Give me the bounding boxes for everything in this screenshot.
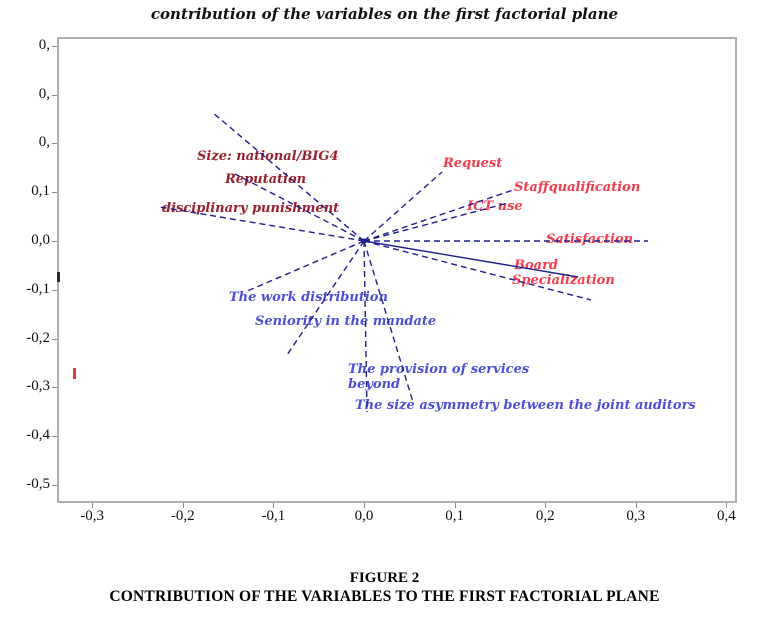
vector-label-specialization: Specialization [512,273,615,288]
vector-label-request: Request [443,156,503,171]
x-tick-label-0,4: 0,4 [717,508,736,524]
x-tick-label--0,2: -0,2 [170,508,195,524]
x-axis-tick-0,3 [635,503,637,508]
y-axis-tick-8 [52,436,57,438]
x-axis-tick--0,1 [273,503,275,508]
y-tick-label-1: 0, [38,85,50,102]
x-axis-tick-0,4 [726,503,728,508]
y-tick-label-2: 0, [38,134,50,151]
y-tick-label-9: -0,5 [26,476,50,493]
y-axis-tick-5 [52,289,57,291]
clipped-red-mark [73,368,76,379]
y-axis-tick-3 [52,192,57,194]
y-axis-tick-1 [52,94,57,96]
vector-label-satisfaction: Satisfaction [546,232,634,247]
vector-label-reputation: Reputation [225,172,307,187]
figure-number: FIGURE 2 [349,570,420,586]
y-axis-tick-0 [52,45,57,47]
vector-label-size-asymmetry: The size asymmetry between the joint aud… [355,398,696,413]
x-tick-label-0,0: 0,0 [354,508,374,524]
x-tick-label--0,1: -0,1 [261,508,286,524]
figure-caption: CONTRIBUTION OF THE VARIABLES TO THE FIR… [109,588,660,605]
x-tick-label-0,2: 0,2 [535,508,555,524]
y-axis-tick-6 [52,338,57,340]
x-axis-tick-0,2 [545,503,547,508]
vector-label-staff-qualification: Staffqualification [514,180,641,195]
x-axis-tick--0,3 [92,503,94,508]
vector-label-provision-services: The provision of services beyond [348,362,530,392]
y-axis-tick-2 [52,143,57,145]
vector-label-ict-use: ICT use [467,199,523,214]
y-axis-tick-4 [52,241,57,242]
y-axis-tick-7 [52,387,57,389]
y-tick-label-5: -0,1 [26,280,50,297]
vector-label-disciplinary-punishment: disciplinary punishment [162,201,340,216]
y-tick-label-3: 0,1 [31,183,50,200]
y-tick-label-6: -0,2 [26,329,50,346]
vector-label-work-distribution: The work distribution [229,290,388,305]
vector-label-board: Board [514,258,559,273]
y-tick-label-8: -0,4 [26,427,50,444]
vector-label-seniority-mandate: Seniority in the mandate [255,314,437,329]
y-tick-label-0: 0, [38,36,50,53]
x-tick-label--0,3: -0,3 [80,508,105,524]
plot-area [57,37,737,503]
x-axis-tick-0,1 [454,503,456,508]
y-axis-tick-9 [52,485,57,486]
x-axis-tick-0,0 [364,503,365,508]
y-tick-label-7: -0,3 [26,378,50,395]
x-axis-tick--0,2 [182,503,184,508]
vector-label-size-national-big4: Size: national/BIG4 [197,149,339,164]
x-tick-label-0,3: 0,3 [626,508,646,524]
clipped-black-mark [57,272,60,282]
x-tick-label-0,1: 0,1 [445,508,464,524]
y-tick-label-4: 0,0 [31,232,50,249]
chart-title: contribution of the variables on the fir… [150,5,619,23]
